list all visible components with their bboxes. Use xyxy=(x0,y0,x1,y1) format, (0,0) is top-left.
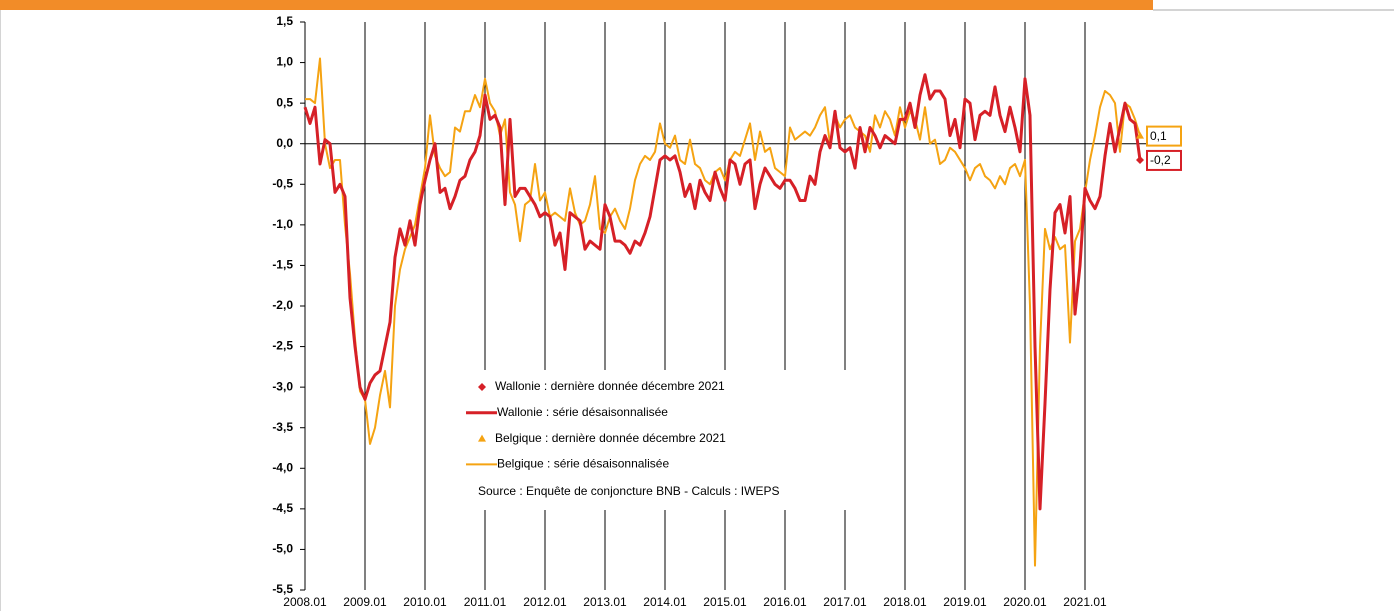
value-label: -0,2 xyxy=(1150,153,1171,167)
x-tick-label: 2010.01 xyxy=(403,595,447,609)
legend-label: Belgique : dernière donnée décembre 2021 xyxy=(495,431,726,445)
y-tick-label: -5,5 xyxy=(272,582,293,596)
y-tick-label: -1,0 xyxy=(272,217,293,231)
y-tick-label: 1,5 xyxy=(276,14,293,28)
triangle-marker xyxy=(1136,131,1144,139)
y-tick-label: -2,5 xyxy=(272,339,293,353)
y-tick-label: -0,5 xyxy=(272,176,293,190)
legend-label: Wallonie : série désaisonnalisée xyxy=(497,405,668,419)
y-tick-label: -2,0 xyxy=(272,298,293,312)
diamond-marker xyxy=(478,383,486,391)
series-line xyxy=(303,73,1142,511)
x-tick-label: 2016.01 xyxy=(763,595,807,609)
x-tick-label: 2019.01 xyxy=(943,595,987,609)
x-tick-label: 2021.01 xyxy=(1063,595,1107,609)
x-tick-label: 2009.01 xyxy=(343,595,387,609)
value-label-box xyxy=(1146,149,1182,171)
x-tick-label: 2008.01 xyxy=(283,595,327,609)
value-label-box xyxy=(1146,125,1182,147)
y-tick-label: -4,5 xyxy=(272,501,293,515)
y-tick-label: -5,0 xyxy=(272,542,293,556)
source-note: Source : Enquête de conjoncture BNB - Ca… xyxy=(478,484,779,498)
diamond-marker xyxy=(1136,155,1144,164)
header-bar xyxy=(0,0,1153,10)
legend-box xyxy=(466,370,875,510)
y-tick-label: 0,0 xyxy=(276,136,293,150)
legend-label: Belgique : série désaisonnalisée xyxy=(497,457,669,471)
legend-label: Wallonie : dernière donnée décembre 2021 xyxy=(495,379,725,393)
y-tick-label: -4,0 xyxy=(272,460,293,474)
y-tick-label: -1,5 xyxy=(272,258,293,272)
x-tick-label: 2013.01 xyxy=(583,595,627,609)
y-tick-label: -3,5 xyxy=(272,420,293,434)
x-tick-label: 2012.01 xyxy=(523,595,567,609)
triangle-marker xyxy=(478,434,486,442)
x-tick-label: 2018.01 xyxy=(883,595,927,609)
series-line xyxy=(305,57,1141,567)
y-tick-label: -3,0 xyxy=(272,379,293,393)
y-tick-label: 0,5 xyxy=(276,95,293,109)
x-tick-label: 2015.01 xyxy=(703,595,747,609)
value-label: 0,1 xyxy=(1150,129,1167,143)
x-tick-label: 2011.01 xyxy=(464,595,507,609)
x-tick-label: 2014.01 xyxy=(643,595,687,609)
y-tick-label: 1,0 xyxy=(276,55,293,69)
x-tick-label: 2020.01 xyxy=(1003,595,1047,609)
x-tick-label: 2017.01 xyxy=(823,595,867,609)
